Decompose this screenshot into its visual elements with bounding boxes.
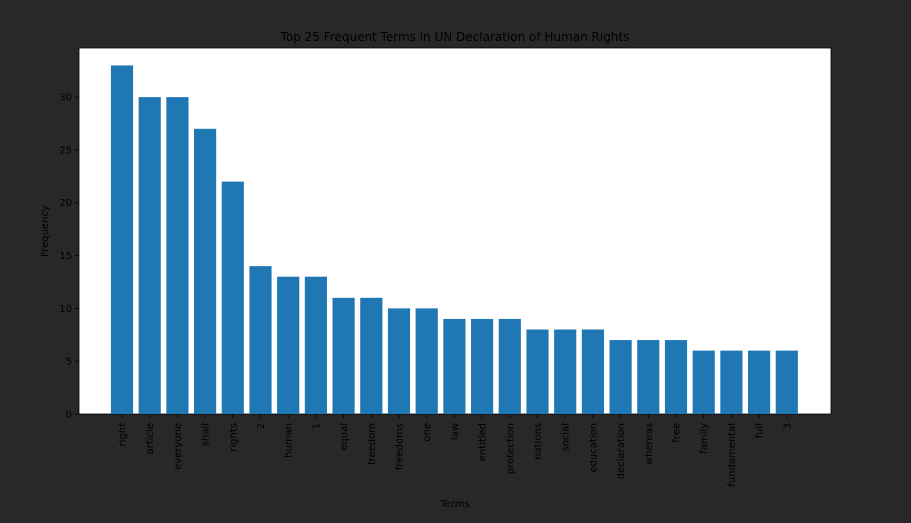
- bar-freedom: [360, 297, 383, 414]
- x-tick-label: free: [672, 423, 683, 443]
- x-axis-ticks: right article everyone shall rights 2 human 1 eq…: [118, 414, 793, 487]
- y-tick-label: 20: [59, 198, 72, 209]
- y-tick-label: 5: [66, 357, 72, 368]
- x-tick-label: entitled: [478, 423, 489, 461]
- bar-everyone: [166, 97, 189, 415]
- x-tick-label: 2: [256, 423, 267, 429]
- y-tick-label: 25: [59, 145, 72, 156]
- x-tick-label: freedom: [367, 423, 378, 465]
- x-tick-label: freedoms: [395, 423, 406, 470]
- x-tick-label: fundamental: [727, 423, 738, 487]
- bar-whereas: [637, 340, 660, 414]
- x-tick-label: everyone: [173, 423, 184, 470]
- x-tick-label: nations: [533, 423, 544, 460]
- bar-free: [664, 340, 688, 414]
- x-tick-label: whereas: [644, 423, 655, 465]
- bar-right: [110, 65, 134, 415]
- bar-3: [775, 350, 798, 414]
- bar-1: [304, 276, 327, 414]
- bar-declaration: [609, 340, 632, 414]
- x-tick-label: article: [145, 423, 156, 454]
- bar-one: [415, 308, 438, 414]
- bar-shall: [194, 128, 217, 414]
- x-tick-label: law: [450, 423, 461, 440]
- bar-article: [138, 97, 161, 415]
- bar-family: [692, 350, 715, 414]
- bar-protection: [498, 318, 521, 414]
- x-tick-label: education: [588, 423, 599, 473]
- y-tick-label: 10: [59, 304, 72, 315]
- y-tick-label: 15: [59, 251, 72, 262]
- y-tick-label: 0: [66, 410, 72, 421]
- bar-rights: [221, 181, 244, 414]
- bar-human: [277, 276, 300, 414]
- x-tick-label: human: [284, 423, 295, 458]
- bar-law: [443, 318, 466, 414]
- bar-freedoms: [387, 308, 411, 414]
- x-tick-label: equal: [339, 423, 350, 451]
- x-tick-label: declaration: [616, 423, 627, 479]
- bar-entitled: [471, 318, 494, 414]
- x-tick-label: rights: [228, 423, 239, 452]
- bar-equal: [332, 297, 355, 414]
- bar-fundamental: [720, 350, 743, 414]
- x-tick-label: protection: [505, 423, 516, 474]
- x-tick-label: 3: [782, 423, 793, 429]
- y-axis-ticks: 0 5 10 15 20 25 30: [59, 93, 79, 421]
- x-tick-label: family: [699, 423, 710, 454]
- bar-full: [748, 350, 771, 414]
- bar-nations: [526, 329, 549, 414]
- bars-group: [110, 65, 798, 415]
- x-tick-label: social: [561, 423, 572, 452]
- x-tick-label: right: [118, 423, 129, 447]
- y-axis-label: Frequency: [40, 205, 51, 257]
- bar-2: [249, 266, 272, 414]
- chart-title: Top 25 Frequent Terms in UN Declaration …: [280, 30, 630, 44]
- bar-social: [554, 329, 577, 414]
- x-tick-label: full: [755, 423, 766, 438]
- x-tick-label: 1: [311, 423, 322, 429]
- x-tick-label: shall: [201, 423, 212, 446]
- x-axis-label: Terms: [439, 499, 469, 510]
- bar-education: [581, 329, 604, 414]
- x-tick-label: one: [422, 423, 433, 442]
- y-tick-label: 30: [59, 93, 72, 104]
